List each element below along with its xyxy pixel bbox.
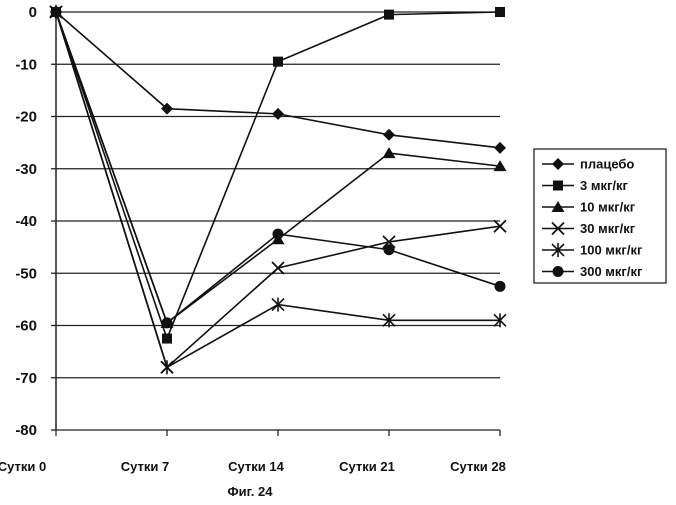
data-point (383, 129, 395, 141)
legend-label: 10 мкг/кг (580, 200, 636, 215)
figure-caption: Фиг. 24 (228, 484, 274, 499)
series-line (56, 12, 500, 148)
y-tick-label: -30 (15, 161, 37, 178)
legend-marker (553, 181, 563, 191)
data-point (273, 229, 284, 240)
legend-label: 300 мкг/кг (580, 264, 643, 279)
data-point (272, 108, 284, 120)
data-point (494, 142, 506, 154)
x-tick-label: Сутки 7 (121, 459, 169, 474)
y-tick-label: -40 (15, 213, 37, 230)
y-tick-label: -70 (15, 370, 37, 387)
y-tick-label: -20 (15, 109, 37, 126)
legend-label: плацебо (580, 157, 634, 172)
y-tick-label: -10 (15, 56, 37, 73)
data-point (384, 10, 394, 20)
legend-label: 100 мкг/кг (580, 243, 643, 258)
x-tick-label: Сутки 14 (228, 459, 284, 474)
legend-label: 30 мкг/кг (580, 221, 636, 236)
data-point (495, 7, 505, 17)
series-3 (50, 6, 507, 328)
series-6 (51, 7, 506, 329)
y-tick-label: -60 (15, 318, 37, 335)
data-point (51, 7, 62, 18)
legend-entry: 300 мкг/кг (542, 264, 643, 279)
data-point (161, 360, 173, 374)
data-point (495, 281, 506, 292)
series-2 (51, 7, 505, 344)
y-tick-label: 0 (29, 4, 37, 21)
x-tick-label: Сутки 0 (0, 459, 46, 474)
data-point (162, 317, 173, 328)
x-tick-label: Сутки 21 (339, 459, 395, 474)
grid-layer (56, 12, 500, 430)
legend: плацебо 3 мкг/кг 10 мкг/кг 30 мкг/кг 100 мкг… (534, 149, 666, 283)
legend-label: 3 мкг/кг (580, 178, 628, 193)
y-tick-label: -80 (15, 422, 37, 439)
data-point (272, 262, 284, 274)
data-point (383, 147, 396, 158)
legend-marker (553, 266, 564, 277)
series-layer (50, 5, 507, 374)
data-point (162, 334, 172, 344)
series-1 (50, 6, 506, 154)
data-point (273, 57, 283, 67)
x-tick-label: Сутки 28 (450, 459, 506, 474)
data-point (384, 244, 395, 255)
y-tick-label: -50 (15, 265, 37, 282)
